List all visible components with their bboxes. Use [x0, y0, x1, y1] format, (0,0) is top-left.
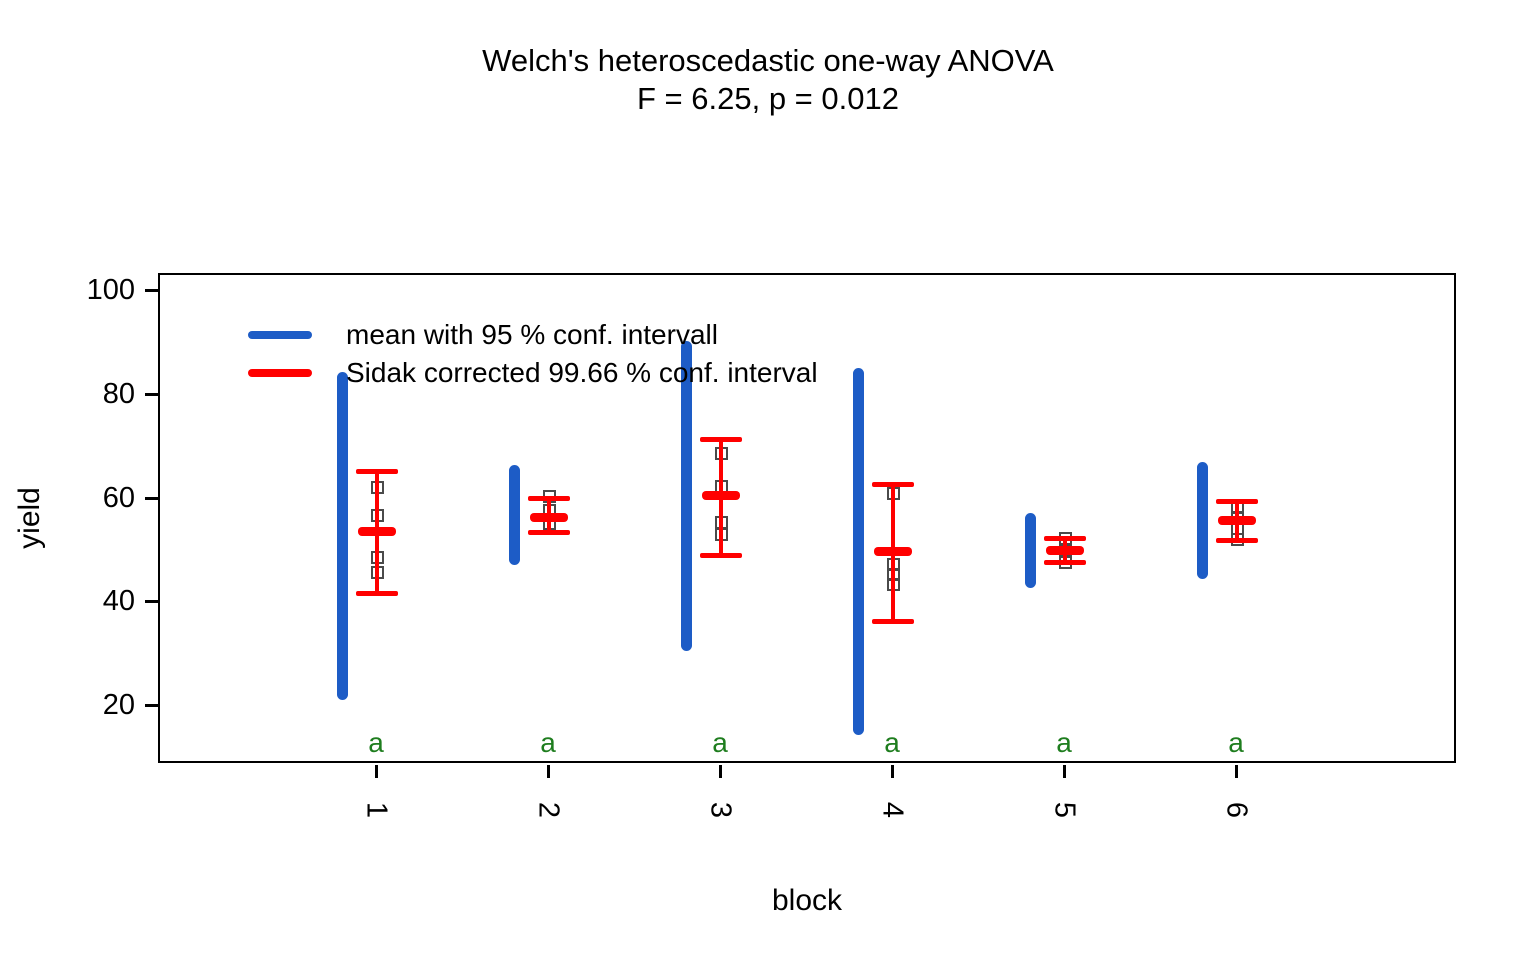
y-axis-tick-label: 80 — [102, 377, 135, 410]
x-axis-tick — [891, 765, 894, 778]
x-axis-tick-label: 3 — [704, 801, 737, 819]
sidak-ci-lower-whisker — [1044, 560, 1086, 566]
legend: mean with 95 % conf. intervall Sidak cor… — [248, 316, 818, 392]
x-axis-tick-label: 1 — [360, 801, 393, 819]
sidak-mean-bar — [702, 491, 740, 501]
sidak-mean-bar — [874, 547, 912, 557]
x-axis-tick — [1063, 765, 1066, 778]
mean-ci-bar — [853, 367, 864, 735]
y-axis-tick — [145, 600, 158, 604]
legend-label-sidak-ci: Sidak corrected 99.66 % conf. interval — [346, 357, 818, 388]
group-significance-letter: a — [884, 727, 900, 758]
x-axis-tick — [375, 765, 378, 778]
mean-ci-bar — [509, 464, 520, 565]
sidak-ci-upper-whisker — [1216, 498, 1258, 504]
mean-ci-bar — [1025, 513, 1036, 589]
y-axis-tick-label: 40 — [102, 585, 135, 618]
sidak-ci-upper-whisker — [528, 495, 570, 501]
sidak-ci-lower-whisker — [528, 530, 570, 536]
sidak-ci-lower-whisker — [700, 552, 742, 558]
legend-blue-line-swatch — [248, 331, 312, 339]
sidak-ci-upper-whisker — [872, 482, 914, 487]
sidak-mean-bar — [358, 527, 396, 537]
sidak-ci-upper-whisker — [356, 468, 398, 474]
sidak-ci-upper-whisker — [1044, 536, 1086, 542]
sidak-ci-lower-whisker — [1216, 538, 1258, 544]
y-axis-tick — [145, 289, 158, 292]
x-axis-tick — [719, 765, 722, 778]
mean-ci-bar — [337, 371, 348, 700]
y-axis-tick — [145, 496, 158, 500]
legend-item-sidak-ci: Sidak corrected 99.66 % conf. interval — [248, 354, 818, 392]
group-significance-letter: a — [712, 727, 728, 758]
x-axis-tick — [547, 765, 550, 778]
x-axis-tick-label: 2 — [532, 801, 565, 819]
legend-red-line-swatch — [248, 369, 312, 377]
sidak-mean-bar — [530, 512, 568, 522]
legend-label-mean-ci: mean with 95 % conf. intervall — [346, 319, 718, 350]
y-axis-tick-label: 100 — [86, 274, 135, 306]
x-axis-tick-label: 6 — [1220, 801, 1253, 819]
chart-title-line1: Welch's heteroscedastic one-way ANOVA — [482, 43, 1054, 78]
sidak-ci-lower-whisker — [872, 618, 914, 624]
sidak-ci-lower-whisker — [356, 590, 398, 596]
x-axis-tick-label: 4 — [876, 801, 909, 819]
sidak-ci-upper-whisker — [700, 437, 742, 443]
group-significance-letter: a — [540, 727, 556, 758]
y-axis-tick — [145, 704, 158, 707]
legend-item-mean-ci: mean with 95 % conf. intervall — [248, 316, 818, 354]
x-axis-tick — [1235, 765, 1238, 778]
x-axis-tick-label: 5 — [1048, 801, 1081, 819]
group-significance-letter: a — [368, 727, 384, 758]
chart-title: Welch's heteroscedastic one-way ANOVA F … — [0, 42, 1536, 118]
sidak-mean-bar — [1218, 515, 1256, 525]
y-axis-tick — [145, 392, 158, 396]
mean-ci-bar — [681, 341, 692, 651]
group-significance-letter: a — [1056, 727, 1072, 758]
group-significance-letter: a — [1228, 727, 1244, 758]
y-axis-tick-label: 60 — [102, 481, 135, 514]
chart-title-line2: F = 6.25, p = 0.012 — [637, 81, 899, 116]
sidak-mean-bar — [1046, 546, 1084, 556]
mean-ci-bar — [1197, 461, 1208, 580]
y-axis-tick-label: 20 — [102, 689, 135, 721]
plot-area-border — [158, 273, 1456, 763]
x-axis-label: block — [771, 884, 843, 917]
